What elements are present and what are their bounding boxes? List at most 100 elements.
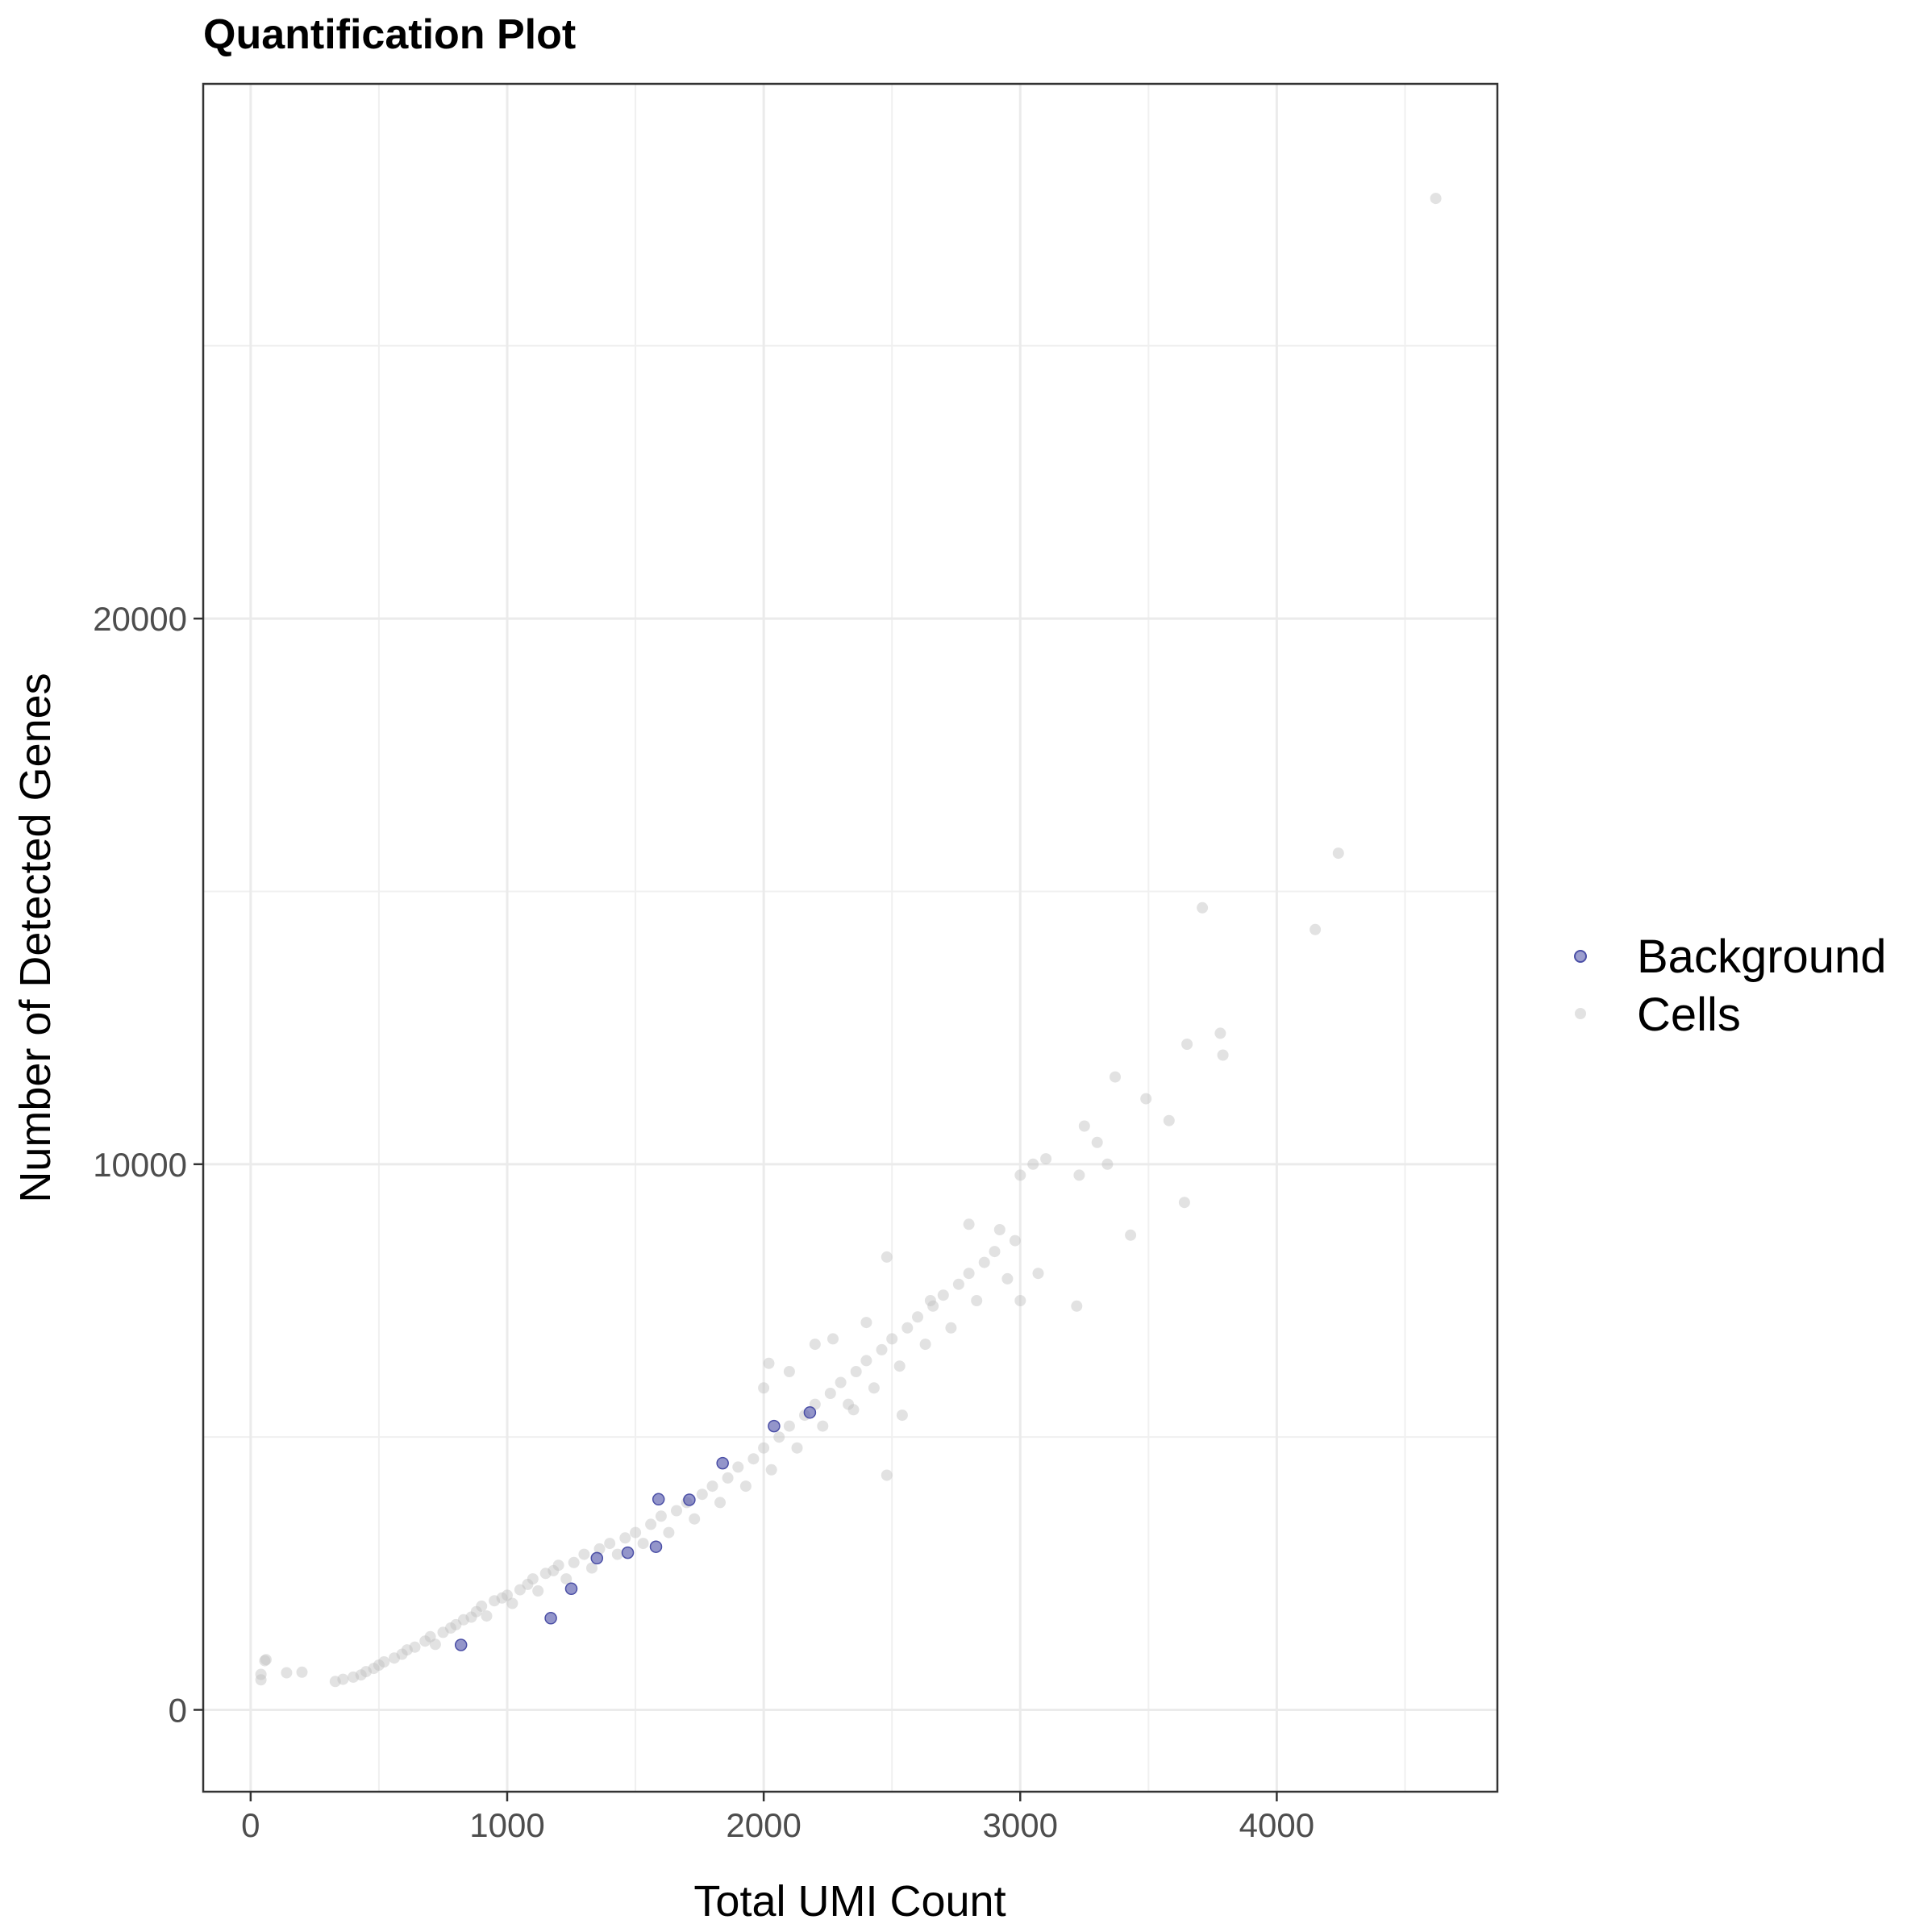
plot-border bbox=[202, 82, 1499, 1793]
background-point bbox=[590, 1551, 604, 1565]
y-tick-label: 20000 bbox=[93, 600, 187, 638]
cell-point bbox=[470, 1605, 482, 1618]
cell-point bbox=[1027, 1158, 1039, 1170]
cell-point bbox=[927, 1300, 939, 1312]
cell-point bbox=[809, 1339, 821, 1351]
cell-point bbox=[489, 1595, 501, 1607]
cell-point bbox=[924, 1295, 936, 1306]
cell-point bbox=[847, 1404, 860, 1416]
cell-point bbox=[255, 1668, 267, 1680]
cell-point bbox=[260, 1654, 272, 1666]
legend-key-cells bbox=[1575, 1008, 1586, 1019]
cell-point bbox=[773, 1431, 785, 1443]
cell-point bbox=[445, 1622, 456, 1634]
cell-point bbox=[817, 1420, 829, 1432]
cell-point bbox=[689, 1513, 701, 1525]
cell-point bbox=[496, 1592, 508, 1604]
cell-point bbox=[578, 1548, 590, 1560]
cell-point bbox=[1101, 1158, 1114, 1170]
cell-point bbox=[655, 1510, 667, 1522]
cell-point bbox=[1140, 1093, 1152, 1105]
cell-point bbox=[502, 1589, 513, 1601]
cell-point bbox=[791, 1442, 803, 1454]
cell-point bbox=[368, 1663, 380, 1675]
background-point bbox=[768, 1419, 781, 1433]
cell-point bbox=[506, 1597, 518, 1609]
cell-point bbox=[281, 1667, 293, 1679]
cell-point bbox=[1091, 1136, 1103, 1148]
cell-point bbox=[401, 1644, 413, 1656]
cell-point bbox=[886, 1333, 898, 1345]
background-point bbox=[621, 1546, 635, 1559]
cell-point bbox=[1040, 1153, 1052, 1165]
cell-point bbox=[1181, 1039, 1193, 1050]
cell-point bbox=[396, 1648, 408, 1660]
cell-point bbox=[389, 1652, 400, 1664]
cell-point bbox=[630, 1526, 642, 1539]
background-point bbox=[454, 1638, 468, 1651]
cell-point bbox=[919, 1339, 931, 1351]
cell-point bbox=[1217, 1049, 1229, 1061]
cell-point bbox=[1430, 193, 1442, 205]
cell-point bbox=[560, 1573, 573, 1585]
cell-point bbox=[1009, 1235, 1021, 1247]
y-tick-label: 10000 bbox=[93, 1146, 187, 1184]
cell-point bbox=[952, 1278, 964, 1290]
background-point bbox=[564, 1582, 578, 1596]
cell-point bbox=[465, 1611, 477, 1623]
cell-point bbox=[419, 1635, 431, 1647]
cell-point bbox=[255, 1674, 267, 1686]
y-axis-title: Number of Detected Genes bbox=[11, 672, 60, 1202]
cell-point bbox=[568, 1556, 580, 1568]
cell-point bbox=[993, 1224, 1006, 1235]
cell-point bbox=[783, 1366, 795, 1377]
cell-point bbox=[747, 1453, 760, 1465]
cell-point bbox=[481, 1610, 493, 1622]
cell-point bbox=[706, 1480, 718, 1493]
cell-point bbox=[637, 1538, 649, 1550]
background-point bbox=[652, 1493, 665, 1506]
x-tick-label: 1000 bbox=[469, 1806, 544, 1844]
cell-point bbox=[860, 1355, 872, 1367]
x-axis-title: Total UMI Count bbox=[693, 1877, 1006, 1926]
cell-point bbox=[378, 1656, 390, 1668]
cell-point bbox=[645, 1518, 657, 1530]
x-axis: 0 1000 2000 3000 4000 bbox=[241, 1792, 1314, 1844]
cell-point bbox=[860, 1317, 872, 1329]
cell-point bbox=[532, 1585, 544, 1597]
cell-point bbox=[876, 1343, 888, 1355]
background-point bbox=[716, 1456, 729, 1470]
cell-point bbox=[893, 1360, 906, 1372]
cell-point bbox=[611, 1548, 623, 1560]
cell-point bbox=[548, 1564, 560, 1576]
legend: Background Cells bbox=[1574, 931, 1887, 1041]
cell-point bbox=[424, 1630, 436, 1643]
x-tick-label: 2000 bbox=[726, 1806, 801, 1844]
cell-point bbox=[593, 1543, 606, 1555]
cell-point bbox=[1197, 901, 1209, 914]
grid-minor bbox=[203, 84, 1497, 1792]
background-point bbox=[683, 1493, 696, 1506]
cell-point bbox=[1014, 1169, 1026, 1181]
plot-panel bbox=[203, 84, 1497, 1792]
cell-point bbox=[835, 1376, 847, 1389]
cell-point bbox=[1332, 847, 1344, 860]
cell-point bbox=[912, 1311, 923, 1323]
legend-label-background: Background bbox=[1637, 931, 1887, 983]
cell-point bbox=[1110, 1071, 1121, 1083]
cell-point bbox=[850, 1366, 862, 1377]
cell-point bbox=[552, 1559, 564, 1572]
cell-point bbox=[989, 1246, 1001, 1258]
cell-point bbox=[783, 1420, 795, 1432]
cell-point bbox=[429, 1638, 441, 1651]
cell-point bbox=[1073, 1169, 1085, 1181]
cell-point bbox=[971, 1295, 983, 1306]
cell-point bbox=[881, 1251, 893, 1263]
cell-point bbox=[1178, 1197, 1190, 1209]
cell-point bbox=[604, 1538, 616, 1550]
background-point bbox=[649, 1540, 663, 1553]
cell-point bbox=[739, 1480, 752, 1493]
x-tick-label: 0 bbox=[241, 1806, 260, 1844]
cell-point bbox=[868, 1382, 880, 1394]
